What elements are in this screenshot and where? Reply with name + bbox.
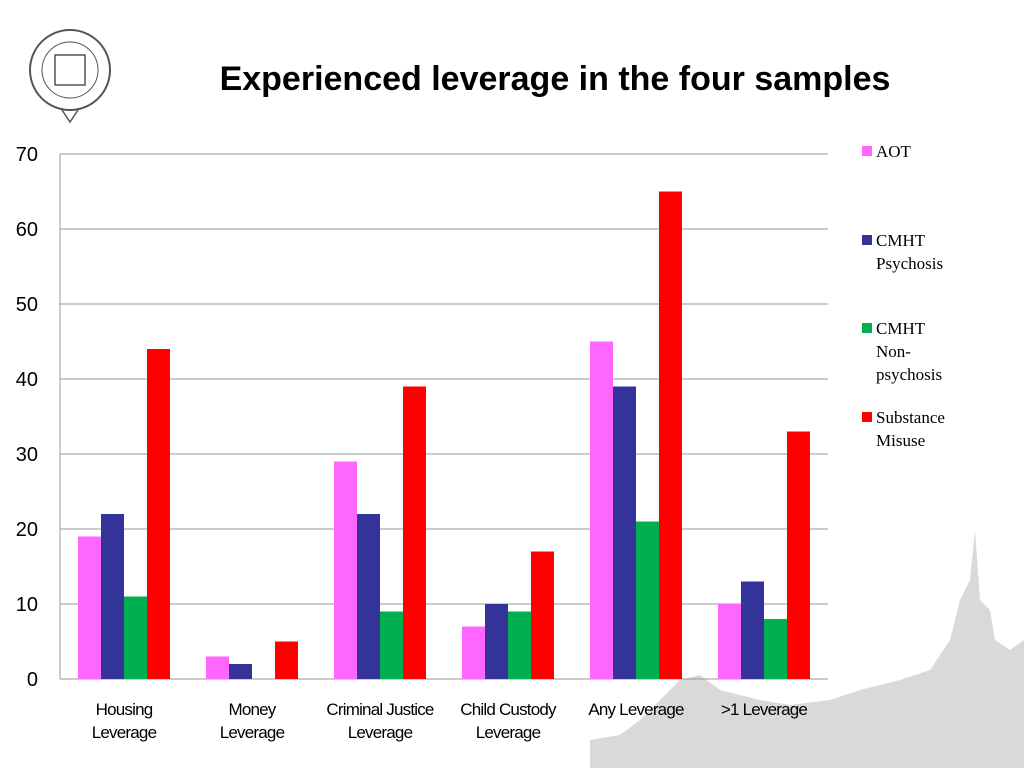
skyline-background <box>590 530 1024 768</box>
bar <box>403 386 426 679</box>
x-tick-label: Criminal Justice Leverage <box>326 700 434 742</box>
bar <box>659 191 682 679</box>
bar <box>590 341 613 679</box>
bar <box>275 641 298 679</box>
x-tick-label: Any Leverage <box>588 700 684 719</box>
y-tick-label: 10 <box>16 594 38 616</box>
y-tick-label: 50 <box>16 294 38 316</box>
x-tick-label: Child Custody Leverage <box>460 700 557 742</box>
y-tick-label: 70 <box>16 144 38 166</box>
bar <box>531 551 554 679</box>
bar <box>380 611 403 679</box>
bar <box>124 596 147 679</box>
legend-swatch <box>862 146 872 156</box>
y-tick-label: 20 <box>16 519 38 541</box>
legend-swatch <box>862 235 872 245</box>
legend-swatch <box>862 412 872 422</box>
bar <box>101 514 124 679</box>
legend-swatch <box>862 323 872 333</box>
bar <box>787 431 810 679</box>
bar <box>508 611 531 679</box>
y-tick-label: 30 <box>16 444 38 466</box>
y-tick-label: 40 <box>16 369 38 391</box>
university-logo <box>29 29 111 124</box>
bar <box>613 386 636 679</box>
x-tick-label: >1 Leverage <box>721 700 808 719</box>
legend-label: CMHT Psychosis <box>876 231 943 273</box>
y-tick-label: 60 <box>16 219 38 241</box>
bar <box>764 619 787 679</box>
x-tick-label: Housing Leverage <box>92 700 157 742</box>
bar <box>718 604 741 679</box>
bar <box>636 521 659 679</box>
bar <box>147 349 170 679</box>
bar <box>229 664 252 679</box>
x-tick-label: Money Leverage <box>220 700 285 742</box>
y-tick-label: 0 <box>27 669 38 691</box>
chart-title: Experienced leverage in the four samples <box>220 60 891 98</box>
bar <box>78 536 101 679</box>
bar <box>462 626 485 679</box>
legend-label: AOT <box>876 142 912 161</box>
bar <box>485 604 508 679</box>
bar <box>357 514 380 679</box>
bar <box>206 656 229 679</box>
bar <box>334 461 357 679</box>
bar <box>741 581 764 679</box>
legend-label: Substance Misuse <box>876 408 945 450</box>
legend-label: CMHT Non-psychosis <box>876 319 942 384</box>
